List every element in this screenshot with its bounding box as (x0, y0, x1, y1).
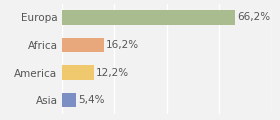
Text: 5,4%: 5,4% (78, 95, 104, 105)
Bar (62, 93, 76, 107)
Bar (62, 10, 235, 25)
Bar (62, 38, 104, 52)
Bar (62, 65, 94, 80)
Text: 12,2%: 12,2% (96, 68, 129, 78)
Text: 16,2%: 16,2% (106, 40, 139, 50)
Text: 66,2%: 66,2% (237, 12, 270, 22)
